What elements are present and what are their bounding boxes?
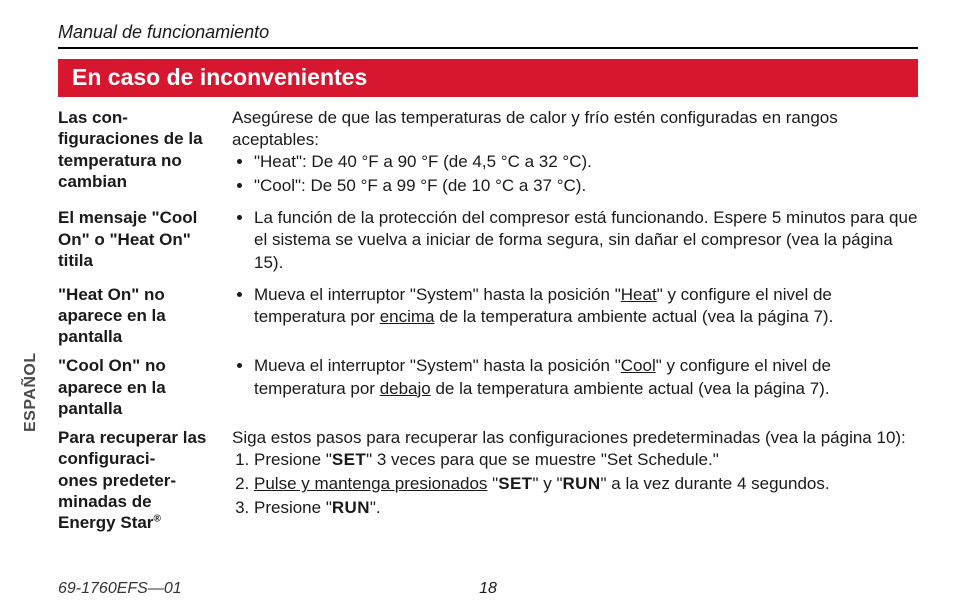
list-item: "Heat": De 40 °F a 90 °F (de 4,5 °C a 32… (254, 151, 918, 173)
issue-body: La función de la protección del compreso… (232, 207, 918, 275)
list-item: Mueva el interruptor "System" hasta la p… (254, 355, 918, 399)
table-row: "Cool On" no aparece en la pantalla Muev… (58, 355, 918, 419)
issue-body: Mueva el interruptor "System" hasta la p… (232, 355, 918, 401)
issue-label: "Heat On" no aparece en la pantalla (58, 284, 216, 348)
issue-body: Siga estos pasos para recuperar las conf… (232, 427, 918, 521)
page-number: 18 (479, 580, 497, 598)
issue-label: Las con- figuraciones de la temperatura … (58, 107, 216, 192)
list-item: "Cool": De 50 °F a 99 °F (de 10 °C a 37 … (254, 175, 918, 197)
page-footer: 69-1760EFS—01 18 (58, 580, 918, 598)
list-item: Mueva el interruptor "System" hasta la p… (254, 284, 918, 328)
section-title-bar: En caso de inconvenientes (58, 59, 918, 97)
intro-text: Asegúrese de que las temperaturas de cal… (232, 107, 918, 151)
manual-header: Manual de funcionamiento (58, 22, 918, 49)
issue-body: Asegúrese de que las temperaturas de cal… (232, 107, 918, 199)
language-side-label: ESPAÑOL (22, 352, 40, 432)
list-item: La función de la protección del compreso… (254, 207, 918, 273)
list-item: Presione "RUN". (254, 497, 918, 519)
list-item: Pulse y mantenga presionados "SET" y "RU… (254, 473, 918, 495)
troubleshooting-content: Las con- figuraciones de la temperatura … (58, 107, 918, 533)
table-row: Las con- figuraciones de la temperatura … (58, 107, 918, 199)
table-row: "Heat On" no aparece en la pantalla Muev… (58, 284, 918, 348)
issue-label: El mensaje "Cool On" o "Heat On" titila (58, 207, 216, 271)
issue-label: "Cool On" no aparece en la pantalla (58, 355, 216, 419)
intro-text: Siga estos pasos para recuperar las conf… (232, 427, 918, 449)
issue-body: Mueva el interruptor "System" hasta la p… (232, 284, 918, 330)
table-row: Para recuperar las configuraci-ones pred… (58, 427, 918, 533)
issue-label: Para recuperar las configuraci-ones pred… (58, 427, 216, 533)
document-number: 69-1760EFS—01 (58, 580, 182, 597)
table-row: El mensaje "Cool On" o "Heat On" titila … (58, 207, 918, 275)
list-item: Presione "SET" 3 veces para que se muest… (254, 449, 918, 471)
